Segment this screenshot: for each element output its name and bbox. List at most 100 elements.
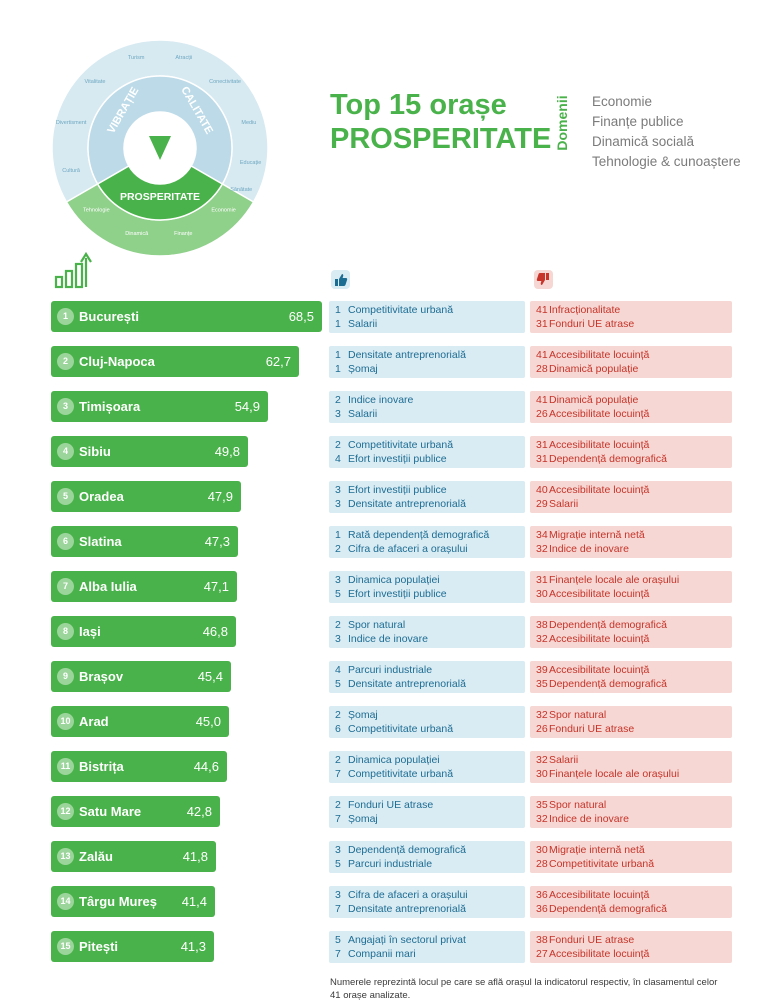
indicator-rank: 4 [335, 453, 341, 465]
strengths-box: 5 Angajați în sectorul privat 7 Companii… [329, 931, 525, 963]
indicator-line: 1 Competitivitate urbană [329, 303, 525, 317]
indicator-name: Parcuri industriale [348, 858, 433, 870]
indicator-name: Densitate antreprenorială [348, 678, 466, 690]
city-name: Alba Iulia [79, 579, 137, 594]
indicator-rank: 36 [536, 889, 548, 901]
city-name: Cluj-Napoca [79, 354, 155, 369]
score-value: 41,3 [180, 939, 206, 954]
rank-badge: 12 [57, 803, 74, 820]
indicator-rank: 35 [536, 678, 548, 690]
indicator-name: Indice inovare [348, 394, 414, 406]
wheel-segment-label: Vitalitate [84, 79, 105, 85]
indicator-name: Competitivitate urbană [549, 858, 655, 870]
city-name: Brașov [79, 669, 124, 684]
weaknesses-box: 41 Dinamică populație 26 Accesibilitate … [530, 391, 732, 423]
indicator-name: Angajați în sectorul privat [348, 934, 466, 946]
indicator-line: 2 Competitivitate urbană [329, 438, 525, 452]
indicator-rank: 28 [536, 363, 548, 375]
domains-list: Economie Finanțe publice Dinamică social… [592, 92, 741, 172]
indicator-line: 1 Densitate antreprenorială [329, 348, 525, 362]
rank-badge: 9 [57, 668, 74, 685]
weaknesses-box: 41 Infracționalitate 31 Fonduri UE atras… [530, 301, 732, 333]
wheel-segment-label: Conectivitate [209, 79, 241, 85]
indicator-line: 41 Dinamică populație [530, 393, 732, 407]
wheel-prosperity-label: Economie [211, 208, 235, 214]
city-name: Zalău [79, 849, 113, 864]
score-value: 42,8 [186, 804, 212, 819]
indicator-line: 29 Salarii [530, 497, 732, 511]
indicator-name: Spor natural [549, 799, 607, 811]
indicator-line: 5 Efort investiții publice [329, 587, 525, 601]
rank-badge: 3 [57, 398, 74, 415]
indicator-line: 2 Cifra de afaceri a orașului [329, 542, 525, 556]
indicator-line: 7 Companii mari [329, 947, 525, 961]
indicator-rank: 2 [335, 543, 341, 555]
indicator-name: Parcuri industriale [348, 664, 433, 676]
score-value: 47,9 [207, 489, 233, 504]
weaknesses-box: 30 Migrație internă netă 28 Competitivit… [530, 841, 732, 873]
weaknesses-box: 34 Migrație internă netă 32 Indice de in… [530, 526, 732, 558]
indicator-line: 30 Accesibilitate locuință [530, 587, 732, 601]
city-name: Bistrița [79, 759, 124, 774]
indicator-name: Fonduri UE atrase [348, 799, 434, 811]
indicator-line: 2 Spor natural [329, 618, 525, 632]
indicator-rank: 2 [335, 799, 341, 811]
indicator-name: Competitivitate urbană [348, 723, 454, 735]
weaknesses-box: 32 Salarii 30 Finanțele locale ale orașu… [530, 751, 732, 783]
indicator-rank: 32 [536, 633, 548, 645]
indicator-name: Cifra de afaceri a orașului [348, 543, 468, 555]
indicator-name: Dependență demografică [549, 678, 667, 690]
indicator-rank: 3 [335, 633, 341, 645]
indicator-line: 32 Spor natural [530, 708, 732, 722]
indicator-name: Densitate antreprenorială [348, 498, 466, 510]
prosperity-wheel: VIBRAȚIE CALITATEPROSPERITATETurismVitali… [52, 40, 268, 256]
strengths-box: 1 Rată dependență demografică 2 Cifra de… [329, 526, 525, 558]
strengths-box: 4 Parcuri industriale 5 Densitate antrep… [329, 661, 525, 693]
weaknesses-box: 36 Accesibilitate locuință 36 Dependență… [530, 886, 732, 918]
strengths-box: 3 Dinamica populației 5 Efort investiții… [329, 571, 525, 603]
indicator-rank: 5 [335, 678, 341, 690]
indicator-name: Accesibilitate locuință [549, 664, 650, 676]
indicator-rank: 41 [536, 349, 548, 361]
indicator-line: 32 Indice de inovare [530, 542, 732, 556]
indicator-line: 2 Șomaj [329, 708, 525, 722]
rank-badge: 13 [57, 848, 74, 865]
city-name: Târgu Mureș [79, 894, 158, 909]
score-value: 68,5 [288, 309, 314, 324]
bar-11: 11 Bistrița 44,6 [51, 751, 227, 782]
indicator-rank: 30 [536, 588, 548, 600]
indicator-line: 30 Migrație internă netă [530, 843, 732, 857]
indicator-line: 2 Indice inovare [329, 393, 525, 407]
indicator-line: 31 Accesibilitate locuință [530, 438, 732, 452]
indicator-rank: 32 [536, 543, 548, 555]
indicator-name: Salarii [549, 498, 579, 510]
indicator-name: Fonduri UE atrase [549, 318, 635, 330]
title-line-1: Top 15 orașe [330, 89, 507, 121]
indicator-rank: 38 [536, 619, 548, 631]
bar-2: 2 Cluj-Napoca 62,7 [51, 346, 299, 377]
weaknesses-box: 31 Accesibilitate locuință 31 Dependență… [530, 436, 732, 468]
indicator-rank: 3 [335, 844, 341, 856]
indicator-rank: 30 [536, 844, 548, 856]
indicator-name: Accesibilitate locuință [549, 349, 650, 361]
score-value: 47,3 [204, 534, 230, 549]
score-value: 49,8 [214, 444, 240, 459]
wheel-segment-label: Turism [128, 55, 145, 61]
bar-9: 9 Brașov 45,4 [51, 661, 231, 692]
indicator-rank: 31 [536, 439, 548, 451]
indicator-line: 41 Infracționalitate [530, 303, 732, 317]
indicator-line: 30 Finanțele locale ale orașului [530, 767, 732, 781]
indicator-line: 3 Densitate antreprenorială [329, 497, 525, 511]
bar-6: 6 Slatina 47,3 [51, 526, 238, 557]
indicator-line: 28 Competitivitate urbană [530, 857, 732, 871]
strengths-box: 1 Competitivitate urbană 1 Salarii [329, 301, 525, 333]
indicator-rank: 31 [536, 453, 548, 465]
city-name: București [79, 309, 139, 324]
indicator-name: Accesibilitate locuință [549, 484, 650, 496]
strengths-box: 2 Dinamica populației 7 Competitivitate … [329, 751, 525, 783]
indicator-name: Accesibilitate locuință [549, 633, 650, 645]
thumbs-down-icon [534, 270, 553, 289]
indicator-name: Efort investiții publice [348, 588, 447, 600]
city-name: Timișoara [79, 399, 141, 414]
domain-item: Economie [592, 94, 653, 109]
